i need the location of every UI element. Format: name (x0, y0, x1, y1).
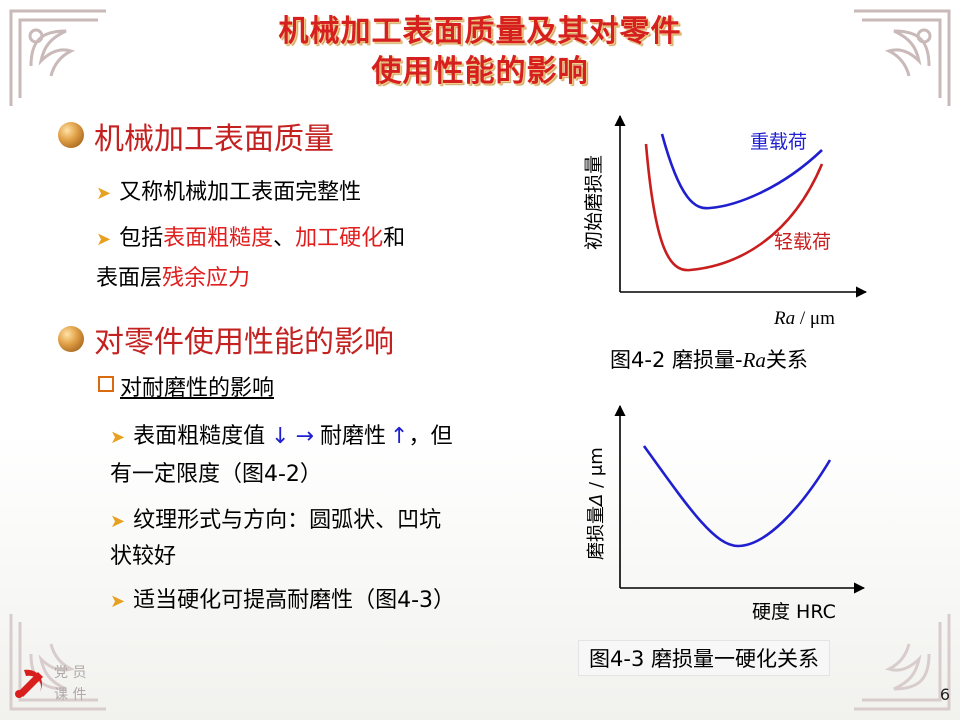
logo-text-line-2: 课 件 (54, 687, 87, 703)
fig2-y-label: 磨损量Δ / μm (586, 447, 607, 560)
fig1-light-load-curve (644, 143, 824, 272)
figure-4-3: 磨损量Δ / μm 硬度 HRC (586, 404, 866, 623)
fig2-wear-curve (642, 445, 832, 548)
section2-item-1-cont: 有一定限度（图4-2） (110, 462, 322, 487)
logo-text-line-1: 党 员 (54, 665, 87, 681)
fig2-x-label: 硬度 HRC (752, 601, 836, 623)
slide-title-line-1: 机械加工表面质量及其对零件 (278, 14, 682, 49)
fig1-y-label: 初始磨损量 (583, 155, 605, 250)
section2-item-2: ➤ 纹理形式与方向：圆弧状、凹坑 (110, 508, 442, 533)
fig2-caption: 图4-3 磨损量一硬化关系 (578, 640, 830, 676)
party-emblem-icon (15, 669, 43, 698)
section1-bullet-2: ➤ 包括表面粗糙度、加工硬化和 (96, 226, 406, 251)
section2-item-3: ➤ 适当硬化可提高耐磨性（图4-3） (110, 588, 456, 613)
square-bullet-icon (98, 376, 114, 392)
bullet-ball-icon (58, 326, 84, 352)
fig1-heavy-load-curve (660, 133, 823, 210)
corner-ornament-top-left (9, 9, 106, 106)
arrow-bullet-icon: ➤ (110, 427, 126, 448)
fig1-caption: 图4-2 磨损量-Ra关系 (610, 348, 808, 372)
bullet-ball-icon (58, 122, 84, 148)
arrow-bullet-icon: ➤ (110, 591, 126, 612)
section2-item-1: ➤ 表面粗糙度值 ↓ → 耐磨性 ↑，但 (110, 424, 453, 449)
fig1-light-label: 轻载荷 (774, 231, 831, 253)
corner-ornament-top-right (854, 9, 951, 106)
figure-4-2: 重载荷 轻载荷 初始磨损量 Ra / μm (583, 114, 868, 329)
arrow-bullet-icon: ➤ (96, 229, 112, 250)
section1-bullet-2-cont: 表面层残余应力 (96, 266, 251, 291)
section1-bullet-1: ➤ 又称机械加工表面完整性 (96, 180, 362, 205)
section1-heading: 机械加工表面质量 (94, 122, 334, 157)
corner-ornament-bottom-left (9, 614, 106, 711)
arrow-bullet-icon: ➤ (110, 511, 126, 532)
section2-heading: 对零件使用性能的影响 (94, 325, 394, 360)
page-number: 6 (939, 685, 950, 704)
fig1-heavy-label: 重载荷 (750, 131, 807, 153)
arrow-bullet-icon: ➤ (96, 183, 112, 204)
section2-item-2-cont: 状较好 (110, 544, 177, 569)
corner-ornament-bottom-right (854, 614, 951, 711)
section2-subheading: 对耐磨性的影响 (120, 376, 275, 401)
slide-title-line-2: 使用性能的影响 (371, 54, 589, 89)
fig1-x-label: Ra / μm (773, 308, 835, 329)
